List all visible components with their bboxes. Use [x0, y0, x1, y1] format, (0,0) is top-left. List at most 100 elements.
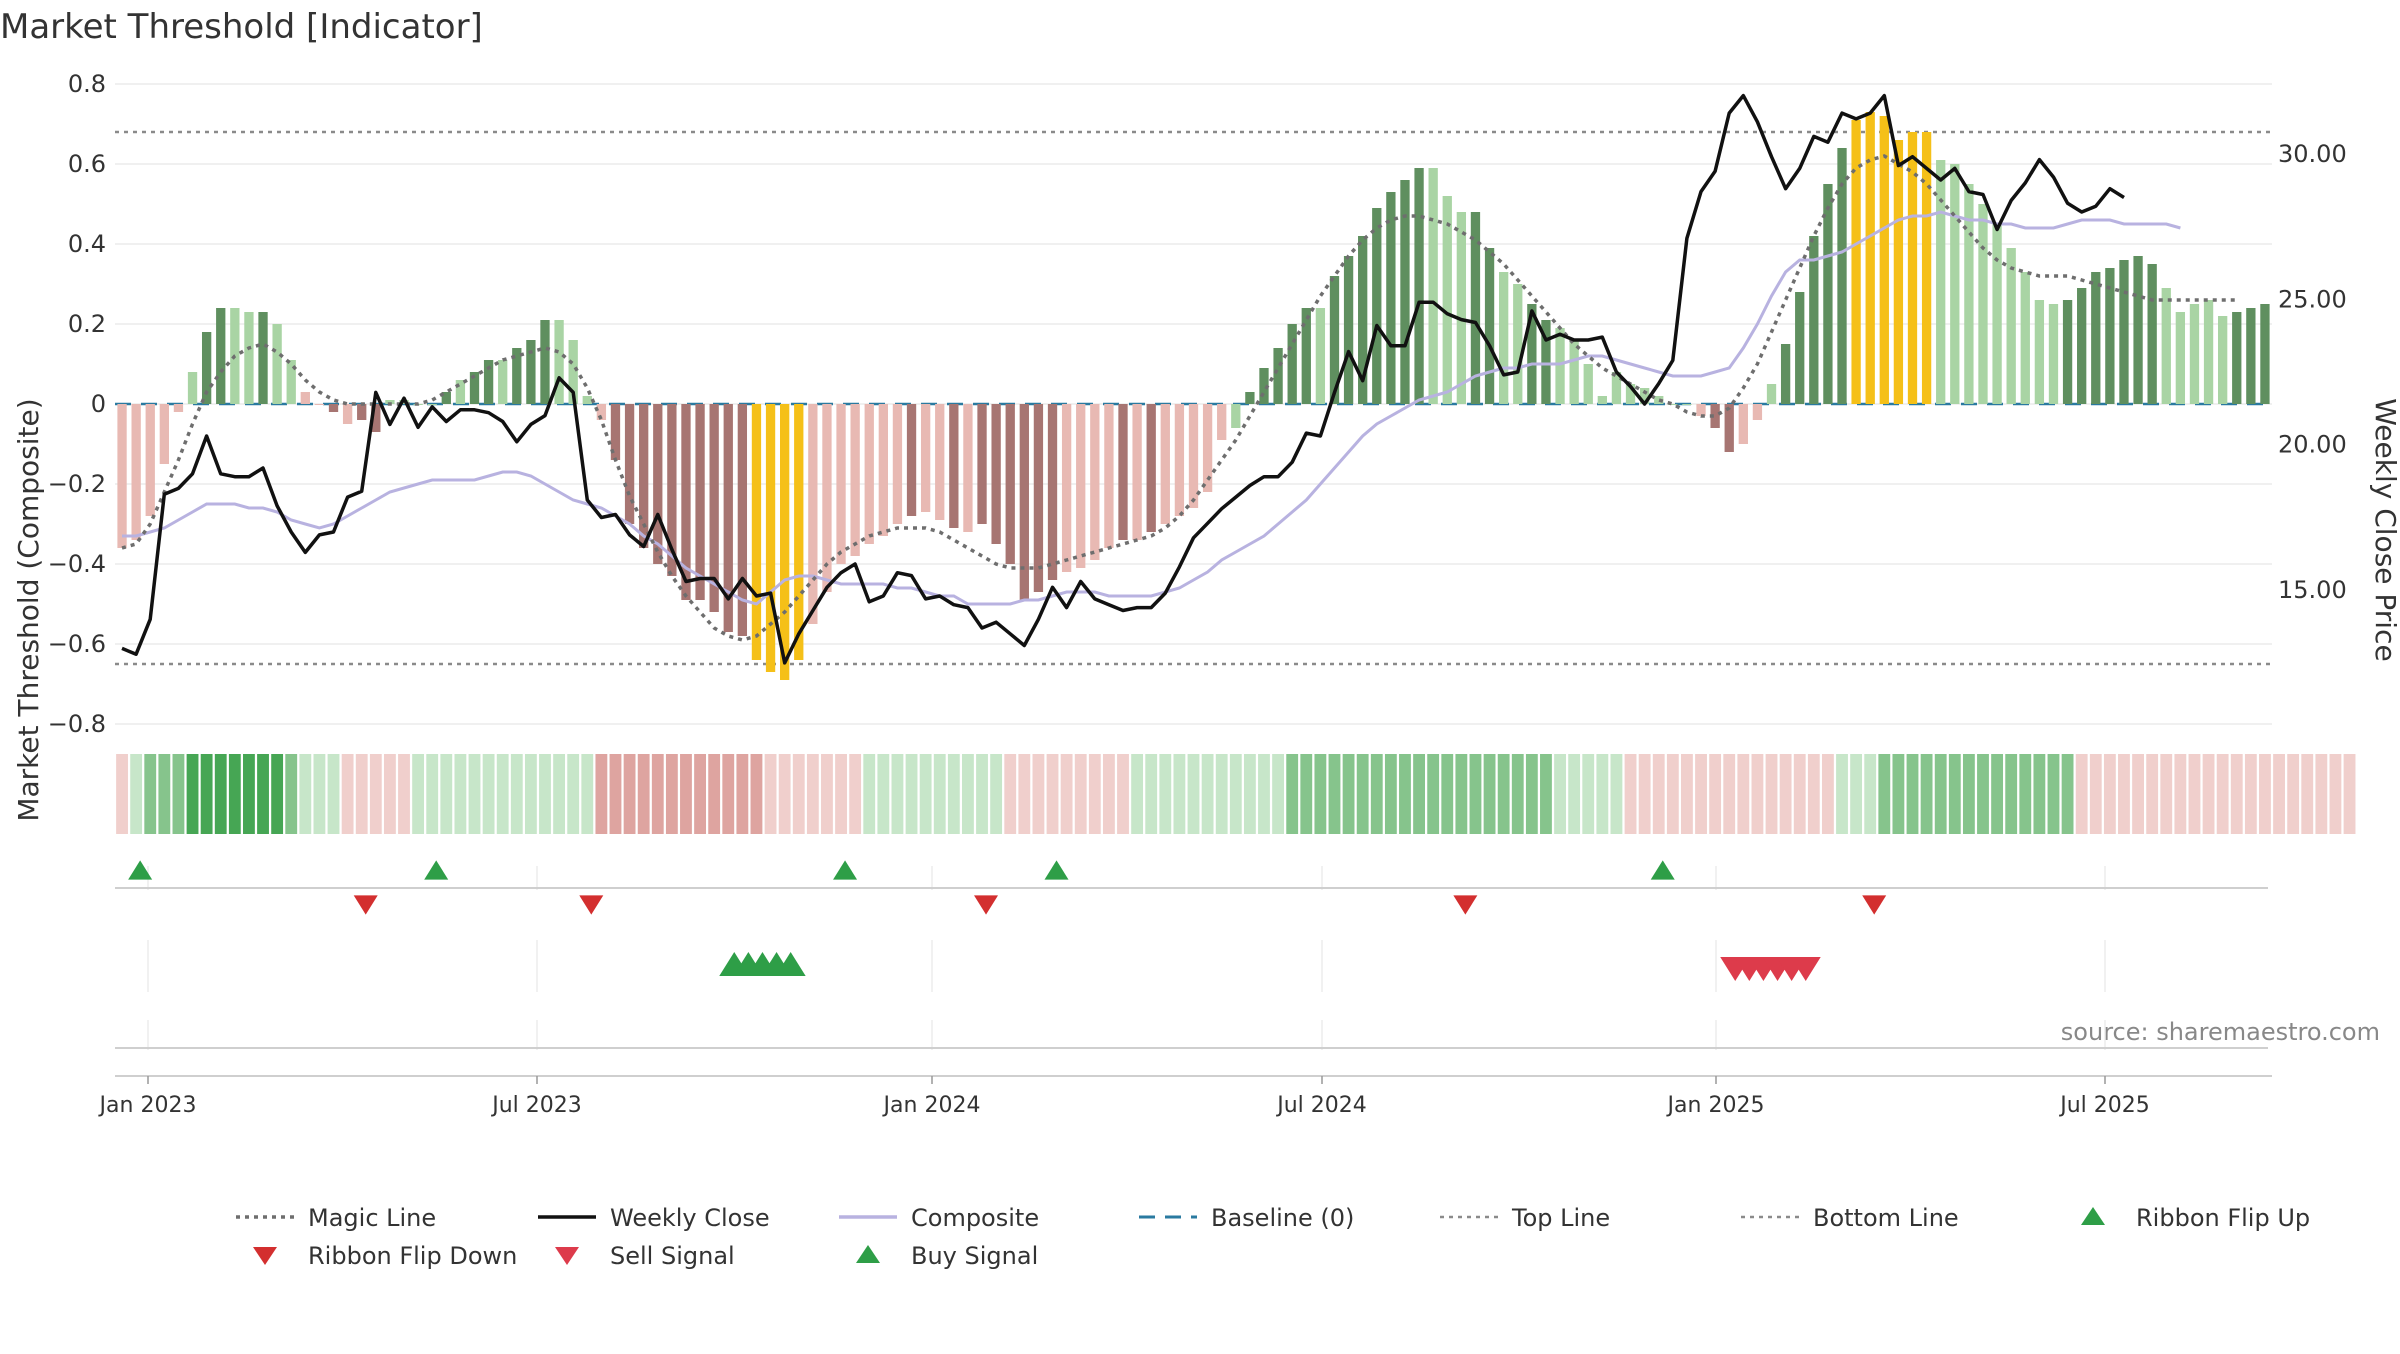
- composite-bar: [709, 404, 719, 612]
- ribbon-cell: [1624, 754, 1637, 834]
- composite-bar: [963, 404, 973, 532]
- composite-bar: [850, 404, 860, 556]
- composite-bar: [1738, 404, 1748, 444]
- composite-bar: [1188, 404, 1199, 508]
- composite-bar: [568, 340, 578, 404]
- composite-bar: [469, 372, 480, 404]
- ribbon-cell: [116, 754, 128, 834]
- ribbon-cell: [2103, 754, 2116, 834]
- composite-bar: [1823, 184, 1833, 404]
- ribbon-cell: [736, 754, 749, 834]
- composite-bar: [1428, 168, 1438, 404]
- legend-label: Composite: [911, 1204, 1039, 1232]
- composite-bar: [2006, 248, 2016, 404]
- y-tick-label: −0.4: [48, 550, 106, 578]
- ribbon-cell: [609, 754, 622, 834]
- ribbon-cell: [1779, 754, 1792, 834]
- ribbon-cell: [1131, 754, 1144, 834]
- ribbon-flip-up-marker: [1044, 860, 1069, 880]
- composite-bar: [117, 404, 127, 548]
- ribbon-cell: [1272, 754, 1285, 834]
- ribbon-cell: [778, 754, 791, 834]
- ribbon-cell: [1201, 754, 1214, 834]
- ribbon-cell: [1892, 754, 1905, 834]
- composite-bar: [1217, 404, 1227, 440]
- composite-bar: [822, 404, 832, 592]
- ribbon-cell: [1215, 754, 1228, 834]
- composite-bar: [1710, 404, 1720, 428]
- composite-bar: [1668, 404, 1678, 405]
- ribbon-cell: [454, 754, 467, 834]
- ribbon-cell: [1441, 754, 1454, 834]
- ribbon-cell: [722, 754, 735, 834]
- composite-bar: [1555, 328, 1565, 404]
- y-tick-label: −0.2: [48, 470, 106, 498]
- x-tick-label: Jul 2024: [1275, 1093, 1367, 1118]
- composite-bar: [328, 404, 339, 412]
- ribbon-cell: [764, 754, 777, 834]
- legend-item: Weekly Close: [538, 1204, 770, 1232]
- ribbon-cell: [1243, 754, 1256, 834]
- composite-bar: [1259, 368, 1269, 404]
- composite-bar: [1414, 168, 1424, 404]
- composite-bar: [1160, 404, 1170, 524]
- ribbon-cell: [1258, 754, 1270, 834]
- ribbon-cell: [496, 754, 509, 834]
- composite-bar: [624, 404, 635, 524]
- composite-bar: [2218, 316, 2228, 404]
- composite-bar: [1569, 340, 1579, 404]
- composite-bar: [258, 312, 268, 404]
- composite-bar: [2119, 260, 2129, 404]
- ribbon-cell: [2259, 754, 2271, 834]
- composite-bar: [201, 332, 212, 404]
- composite-bar: [2161, 288, 2171, 404]
- composite-bar: [441, 392, 451, 404]
- composite-bar: [1118, 404, 1128, 540]
- ribbon-cell: [2118, 754, 2130, 834]
- ribbon-cell: [383, 754, 396, 834]
- ribbon-cell: [708, 754, 721, 834]
- composite-bar: [300, 392, 310, 404]
- ribbon-cell: [313, 754, 326, 834]
- ribbon-cell: [792, 754, 805, 834]
- ribbon-cell: [1709, 754, 1722, 834]
- composite-bar: [1343, 256, 1354, 404]
- ribbon-cell: [2273, 754, 2285, 834]
- ribbon-cell: [1554, 754, 1566, 834]
- weekly-close-line: [121, 93, 2125, 665]
- ribbon-cell: [1117, 754, 1129, 834]
- ribbon-cell: [1948, 754, 1961, 834]
- composite-bar: [526, 340, 536, 404]
- composite-bar: [1513, 284, 1523, 404]
- ribbon-cell: [581, 754, 594, 834]
- composite-bar: [2077, 288, 2087, 404]
- ribbon-cell: [440, 754, 453, 834]
- composite-bar: [1837, 148, 1847, 404]
- ribbon-cell: [2089, 754, 2102, 834]
- ribbon-cell: [398, 754, 410, 834]
- ribbon-flip-down-marker: [974, 895, 999, 915]
- ribbon-cell: [1511, 754, 1524, 834]
- ribbon-cell: [1723, 754, 1736, 834]
- ribbon-cell: [1187, 754, 1200, 834]
- composite-bar: [695, 404, 705, 600]
- composite-bar: [1484, 248, 1495, 404]
- composite-bar: [1329, 276, 1340, 404]
- legend-item: Buy Signal: [856, 1242, 1038, 1270]
- ribbon-cell: [228, 754, 241, 834]
- ribbon-cell: [1032, 754, 1045, 834]
- ribbon-cell: [1074, 754, 1087, 834]
- x-tick-label: Jan 2024: [882, 1093, 981, 1118]
- composite-bar: [1358, 236, 1368, 404]
- composite-bar: [1682, 404, 1692, 405]
- legend-swatch: [856, 1245, 880, 1263]
- ribbon-cell: [1751, 754, 1764, 834]
- ribbon-cell: [750, 754, 763, 834]
- ribbon-cell: [863, 754, 876, 834]
- ribbon-cell: [680, 754, 692, 834]
- ribbon-flip-up-marker: [424, 860, 449, 880]
- legend-item: Magic Line: [236, 1204, 436, 1232]
- ribbon-cell: [1314, 754, 1327, 834]
- composite-bar: [1372, 208, 1382, 404]
- ribbon-cell: [1582, 754, 1595, 834]
